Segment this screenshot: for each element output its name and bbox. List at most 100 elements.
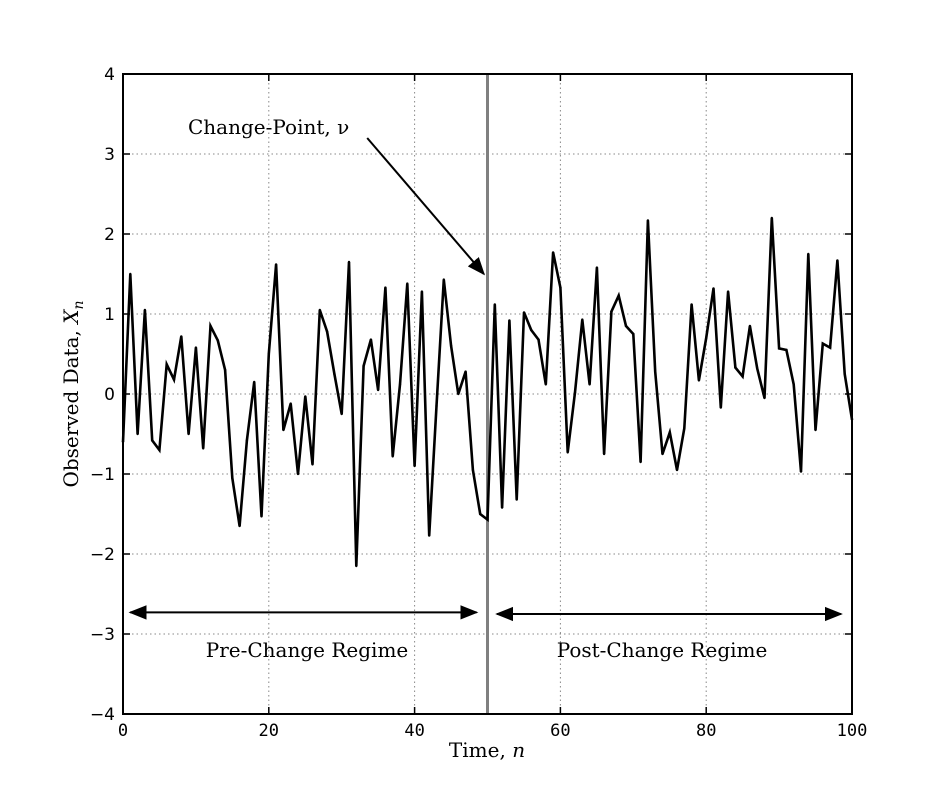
data-point [807, 252, 810, 256]
data-point [537, 338, 540, 341]
data-point [573, 391, 577, 394]
x-tick-label: 80 [696, 721, 716, 741]
y-axis-label: Observed Data, Xn [59, 300, 87, 487]
data-point [151, 439, 154, 442]
data-point [624, 324, 628, 328]
data-point [668, 431, 671, 434]
data-point [777, 347, 781, 350]
x-tick-label: 60 [550, 721, 570, 741]
post-change-label: Post-Change Regime [557, 638, 768, 662]
data-point [143, 308, 147, 312]
data-point [449, 344, 453, 348]
data-point [384, 286, 387, 289]
data-point [318, 308, 321, 312]
data-point [238, 524, 241, 528]
y-tick-label: −1 [90, 465, 115, 485]
data-point [551, 251, 555, 254]
data-point [515, 498, 518, 501]
data-point [821, 342, 824, 345]
data-point [158, 448, 161, 452]
data-point [282, 428, 285, 432]
data-point [471, 468, 475, 472]
y-tick-label: −2 [90, 545, 115, 565]
data-point [493, 303, 496, 306]
data-point [180, 335, 183, 338]
y-tick-label: 0 [104, 385, 115, 405]
data-point [136, 432, 139, 436]
x-axis-label: Time, n [449, 738, 525, 762]
data-point [479, 512, 482, 516]
data-point [646, 219, 650, 222]
data-point [428, 534, 431, 537]
data-point [500, 506, 504, 509]
data-point [632, 332, 635, 336]
data-point [843, 372, 846, 376]
change-point-label: Change-Point, ν [188, 115, 349, 139]
data-point [595, 266, 599, 269]
data-point [661, 452, 664, 456]
y-tick-label: 3 [104, 145, 115, 165]
data-point [602, 452, 606, 456]
data-point [756, 367, 759, 370]
data-point [406, 282, 409, 285]
data-points [121, 216, 854, 568]
data-point [442, 278, 445, 281]
data-point [712, 287, 715, 290]
data-point [304, 395, 307, 398]
data-point [245, 439, 249, 442]
data-point [311, 463, 314, 466]
data-point [223, 368, 227, 372]
data-point [216, 339, 219, 342]
data-point [675, 468, 679, 472]
data-point [362, 364, 365, 368]
data-point [165, 363, 168, 366]
y-tick-label: −4 [90, 705, 115, 725]
data-point [398, 383, 402, 386]
data-point [289, 402, 292, 405]
y-tick-label: 1 [104, 305, 115, 325]
data-point [785, 348, 788, 352]
data-point [530, 328, 533, 332]
data-point [435, 404, 438, 408]
data-point [719, 406, 722, 409]
data-point [697, 379, 701, 382]
data-point [420, 290, 424, 293]
data-point [376, 388, 380, 392]
data-point [588, 383, 591, 386]
data-point [836, 259, 839, 262]
y-tick-label: −3 [90, 625, 115, 645]
data-point [325, 330, 329, 333]
data-point [355, 564, 358, 568]
data-point [369, 338, 373, 341]
data-point [194, 346, 198, 349]
pre-change-label: Pre-Change Regime [206, 638, 409, 662]
data-point [705, 336, 708, 340]
data-point [726, 290, 730, 293]
data-point [267, 352, 270, 356]
data-point [522, 311, 526, 314]
data-point [391, 455, 394, 458]
plot-frame [122, 73, 853, 715]
data-point [741, 375, 744, 378]
data-point [172, 378, 176, 381]
data-point [340, 412, 343, 416]
data-point [559, 286, 562, 289]
data-point [748, 324, 752, 328]
data-point [202, 447, 205, 450]
data-point [610, 310, 613, 313]
data-point [253, 380, 256, 384]
data-point [129, 272, 132, 276]
data-point [690, 303, 693, 306]
data-point [617, 294, 620, 297]
data-point [683, 427, 686, 430]
data-point [413, 464, 416, 468]
data-point [814, 428, 817, 432]
data-point [187, 432, 190, 436]
data-point [260, 515, 263, 518]
data-point [581, 318, 584, 321]
data-point [566, 451, 569, 454]
data-point [231, 476, 234, 480]
y-tick-label: 4 [104, 65, 115, 85]
data-point [792, 383, 795, 386]
data-point [457, 392, 460, 396]
